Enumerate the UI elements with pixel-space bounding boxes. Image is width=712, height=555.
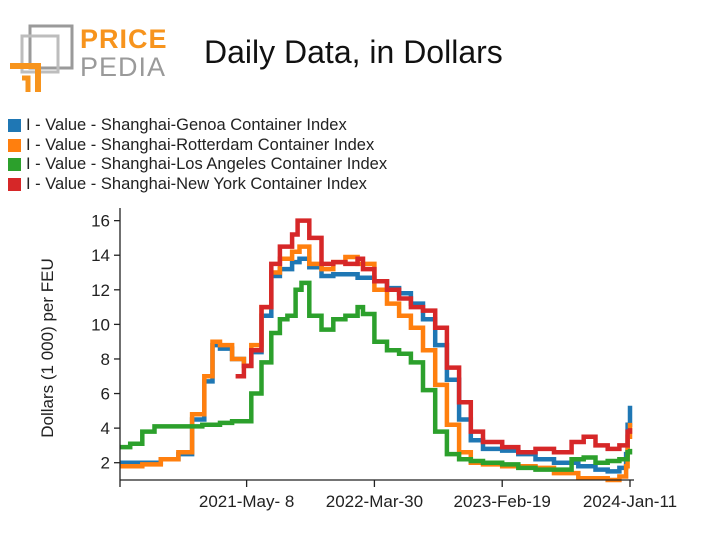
y-tick-label: 4 <box>101 419 110 438</box>
legend-item-genoa: I - Value - Shanghai-Genoa Container Ind… <box>8 116 387 136</box>
x-tick-label: 2023-Feb-19 <box>454 492 551 511</box>
y-tick-label: 2 <box>101 454 110 473</box>
y-tick-label: 10 <box>91 315 110 334</box>
series-line-los-angeles <box>120 280 633 472</box>
chart-title: Daily Data, in Dollars <box>204 34 503 70</box>
legend-swatch-los-angeles <box>8 158 21 172</box>
legend-swatch-new-york <box>8 177 21 191</box>
logo-word-pedia: PEDIA <box>80 52 167 82</box>
y-tick-label: 16 <box>91 212 110 231</box>
series-line-new-york <box>235 218 633 455</box>
y-tick-label: 14 <box>91 246 110 265</box>
chart-legend: I - Value - Shanghai-Genoa Container Ind… <box>8 116 387 194</box>
y-tick-label: 6 <box>101 385 110 404</box>
x-tick-label: 2021-May- 8 <box>199 492 294 511</box>
legend-item-los-angeles: I - Value - Shanghai-Los Angeles Contain… <box>8 155 387 175</box>
logo-mark-icon <box>10 24 74 92</box>
pricepedia-logo: PRICE PEDIA <box>8 22 168 92</box>
y-tick-label: 8 <box>101 350 110 369</box>
legend-item-rotterdam: I - Value - Shanghai-Rotterdam Container… <box>8 136 387 156</box>
y-axis-label: Dollars (1 000) per FEU <box>38 258 57 438</box>
y-tick-label: 12 <box>91 281 110 300</box>
legend-label-rotterdam: I - Value - Shanghai-Rotterdam Container… <box>26 135 375 154</box>
legend-swatch-genoa <box>8 119 21 133</box>
x-tick-label: 2022-Mar-30 <box>326 492 423 511</box>
x-tick-label: 2024-Jan-11 <box>583 492 677 511</box>
legend-item-new-york: I - Value - Shanghai-New York Container … <box>8 175 387 195</box>
legend-label-new-york: I - Value - Shanghai-New York Container … <box>26 174 367 193</box>
logo-word-price: PRICE <box>80 24 168 54</box>
series-layer <box>120 218 633 483</box>
legend-swatch-rotterdam <box>8 138 21 152</box>
axes-layer: 2 4 6 8 10 12 14 16 2021-May- 8 2022-Mar-30 2023-F… <box>38 208 677 511</box>
legend-label-genoa: I - Value - Shanghai-Genoa Container Ind… <box>26 116 347 135</box>
legend-label-los-angeles: I - Value - Shanghai-Los Angeles Contain… <box>26 155 388 174</box>
